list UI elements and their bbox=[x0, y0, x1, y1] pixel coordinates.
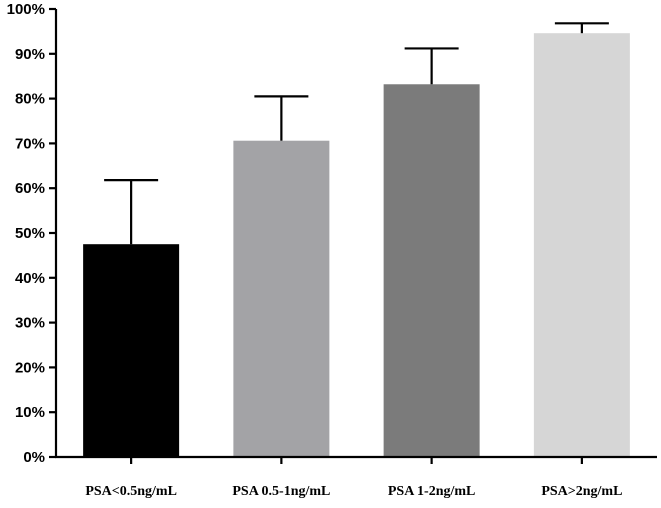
y-tick-label: 30% bbox=[15, 315, 45, 332]
y-tick-label: 10% bbox=[15, 404, 45, 421]
y-tick-label: 70% bbox=[15, 135, 45, 152]
bar bbox=[233, 140, 330, 457]
y-tick-label: 80% bbox=[15, 91, 45, 108]
y-tick-label: 50% bbox=[15, 225, 45, 242]
x-ticks-layer: PSA<0.5ng/mL PSA 0.5-1ng/mL PSA 1-2ng/mL PS… bbox=[85, 457, 622, 499]
y-tick-label: 20% bbox=[15, 359, 45, 376]
x-tick-label: PSA<0.5ng/mL bbox=[85, 484, 177, 499]
x-tick-label: PSA 1-2ng/mL bbox=[388, 484, 476, 499]
y-tick-label: 40% bbox=[15, 270, 45, 287]
y-tick-label: 100% bbox=[7, 1, 45, 18]
y-tick-label: 90% bbox=[15, 46, 45, 63]
bar bbox=[383, 84, 480, 457]
error-bars-layer bbox=[104, 22, 609, 245]
x-tick-label: PSA>2ng/mL bbox=[541, 484, 622, 499]
y-tick-label: 60% bbox=[15, 180, 45, 197]
y-ticks-layer: 0% 10% 20% 30% 40% 50% 60% 70% 80% 90% 100% bbox=[7, 1, 56, 466]
x-tick-label: PSA 0.5-1ng/mL bbox=[232, 484, 330, 499]
bar bbox=[83, 244, 180, 457]
y-tick-label: 0% bbox=[23, 449, 45, 466]
bars-layer bbox=[83, 33, 630, 457]
bar bbox=[533, 33, 630, 457]
